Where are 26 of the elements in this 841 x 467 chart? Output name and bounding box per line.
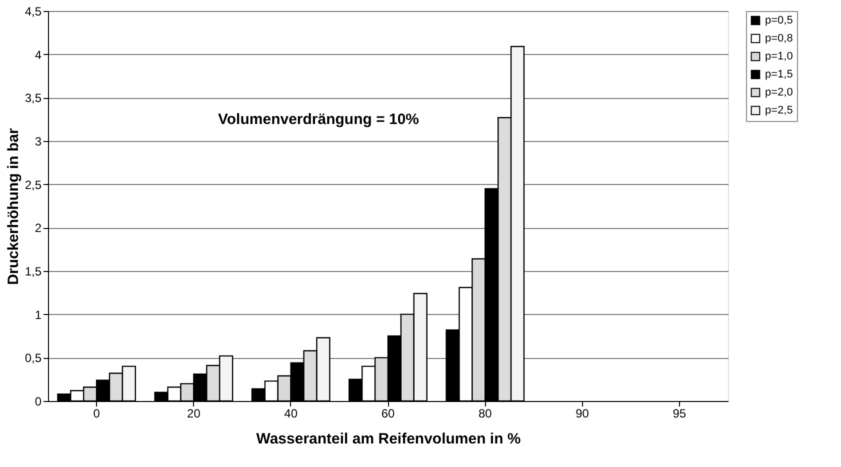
legend-label: p=2,0 <box>765 86 793 98</box>
x-tick-label: 80 <box>478 406 492 420</box>
y-tick-label: 3,5 <box>24 91 42 106</box>
legend-label: p=1,5 <box>765 68 793 80</box>
y-axis-title: Druckerhöhung in bar <box>4 128 22 285</box>
annotation: Volumenverdrängung = 10% <box>218 111 420 128</box>
y-tick-label: 1 <box>34 308 42 322</box>
legend-label: p=0,5 <box>765 14 793 26</box>
y-tick-label: 3 <box>34 134 42 148</box>
y-tick-label: 2,5 <box>24 178 42 192</box>
y-tick-label: 4 <box>34 48 42 62</box>
y-tick-label: 0 <box>34 394 42 408</box>
x-tick-label: 40 <box>284 406 298 420</box>
x-axis-title: Wasseranteil am Reifenvolumen in % <box>256 430 521 448</box>
x-tick-label: 95 <box>672 406 686 420</box>
x-tick-label: 90 <box>576 406 590 420</box>
legend-label: p=1,0 <box>765 50 793 62</box>
x-tick-label: 20 <box>187 406 201 420</box>
legend-label: p=0,8 <box>765 32 793 44</box>
y-tick-label: 1,5 <box>24 264 42 278</box>
x-tick-label: 60 <box>381 406 395 420</box>
y-tick-label: 2 <box>34 221 42 236</box>
y-tick-label: 0,5 <box>24 351 42 366</box>
y-tick-label: 4,5 <box>24 4 42 18</box>
legend-label: p=2,5 <box>765 104 793 116</box>
x-tick-label: 0 <box>93 406 100 420</box>
